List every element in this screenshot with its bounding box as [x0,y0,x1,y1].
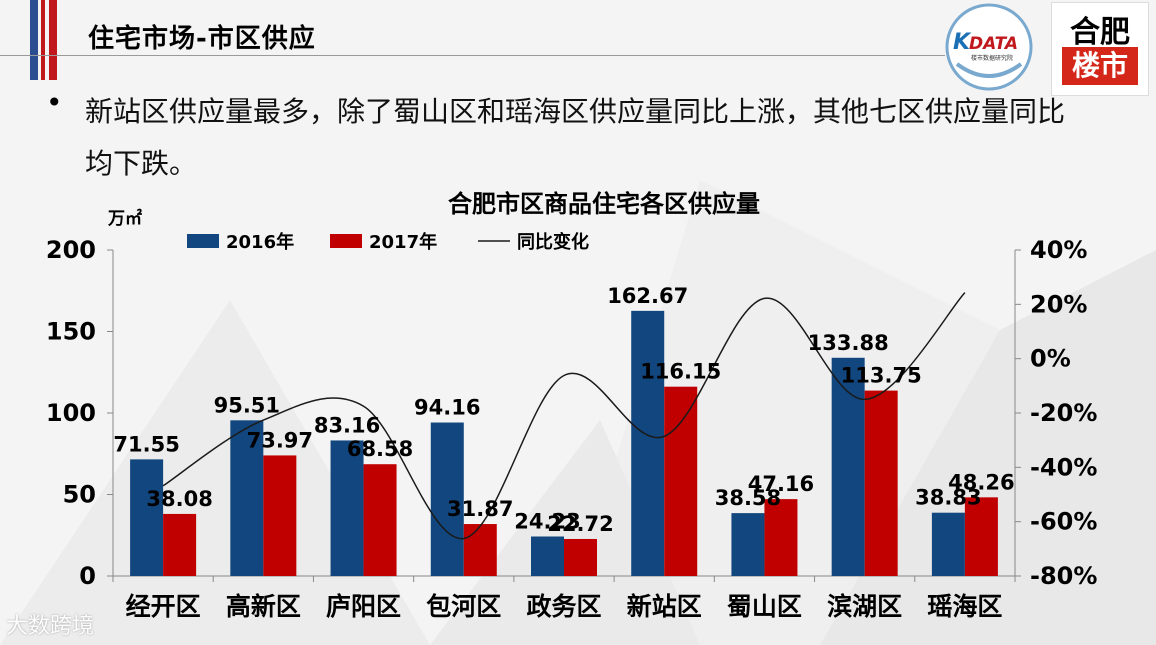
bar-label: 71.55 [113,432,179,456]
bar-2016年-高新区 [230,420,264,576]
bar-2017年-高新区 [263,455,297,576]
y-tick-label: 200 [46,236,96,264]
y2-tick-label: -20% [1030,399,1097,427]
bar-label: 116.15 [640,360,721,384]
y-tick-label: 100 [46,399,96,427]
x-tick-label: 蜀山区 [727,592,802,621]
header-stripe-blue [30,0,38,80]
yoy-line [162,292,966,540]
bar-2017年-包河区 [463,524,497,576]
bar-series [130,310,998,576]
yoy-change-line [162,292,966,540]
bar-label: 38.08 [146,487,212,511]
y-tick-label: 0 [79,562,96,590]
legend-label-line: 同比变化 [517,231,589,253]
bar-2016年-经开区 [130,459,164,576]
x-tick-label: 瑶海区 [927,592,1002,621]
bar-2016年-滨湖区 [831,357,865,576]
x-tick-label: 经开区 [126,592,201,621]
bar-2017年-滨湖区 [864,390,898,576]
y2-tick-label: 20% [1030,290,1087,318]
x-tick-label: 庐阳区 [326,592,401,621]
svg-text:DATA: DATA [969,34,1018,54]
bar-2017年-瑶海区 [964,497,998,576]
watermark: 大数跨境 [6,614,95,639]
header-stripe-red [41,0,45,80]
x-tick-label: 滨湖区 [827,592,902,621]
bar-2017年-蜀山区 [764,499,798,576]
svg-text:楼市数据研究院: 楼市数据研究院 [971,54,1013,62]
bar-label: 24.23 [514,510,580,534]
y-axis-ticks: 0 50 100 150 200 [46,236,113,590]
bar-label: 162.67 [607,284,688,308]
y-tick-label: 150 [46,318,96,346]
x-axis-ticks: 经开区 高新区 庐阳区 包河区 政务区 新站区 蜀山区 滨湖区 瑶海区 [112,576,1016,621]
bar-label: 47.16 [748,472,814,496]
x-tick-label: 新站区 [627,592,702,621]
bar-labels: 71.55 95.51 83.16 94.16 24.23 162.67 38.58 133.… [113,284,1014,536]
bar-label: 31.87 [447,497,513,521]
chart-title: 合肥市区商品住宅各区供应量 [448,190,760,218]
header-stripe-red-2 [49,0,57,80]
bar-label: 38.83 [915,486,981,510]
page-title: 住宅市场-市区供应 [88,24,316,54]
bar-2017年-政务区 [564,538,597,576]
bar-2016年-蜀山区 [731,513,765,576]
bar-2016年-新站区 [631,310,665,576]
bar-label: 94.16 [414,396,480,420]
bar-label: 83.16 [314,413,380,437]
y2-tick-label: -60% [1030,508,1097,536]
legend-label-2016: 2016年 [226,231,294,253]
bullet-text: 新站区供应量最多，除了蜀山区和瑶海区供应量同比上涨，其他七区供应量同比均下跌。 [85,95,1066,180]
y2-tick-label: 40% [1030,236,1087,264]
x-tick-label: 高新区 [226,592,301,621]
chart-legend: 2016年 2017年 同比变化 [187,231,589,253]
bar-label: 133.88 [808,331,889,355]
bar-2016年-包河区 [430,422,464,576]
title-underline [0,55,945,56]
bar-label: 22.72 [547,512,613,536]
legend-swatch-2016 [187,234,219,248]
y2-tick-label: -80% [1030,562,1097,590]
bar-label: 73.97 [247,428,313,452]
y-tick-label: 50 [63,481,96,509]
y-axis-unit: 万㎡ [107,208,142,229]
x-tick-label: 包河区 [426,592,501,621]
logo-text-top: 合肥 [1070,15,1130,50]
bar-2017年-新站区 [664,386,698,576]
bar-2017年-经开区 [163,513,197,576]
hefei-loushi-logo: 合肥 楼市 [1051,2,1149,96]
bar-2016年-政务区 [531,536,564,576]
logo-text-bottom: 楼市 [1062,47,1138,85]
svg-text:K: K [953,30,972,55]
x-tick-label: 政务区 [526,592,601,621]
y2-tick-label: 0% [1030,345,1071,373]
y2-tick-label: -40% [1030,453,1097,481]
bar-label: 68.58 [347,437,413,461]
bar-label: 38.58 [715,486,781,510]
kdata-logo: K DATA 楼市数据研究院 [945,3,1033,91]
bar-2017年-庐阳区 [363,464,397,576]
bar-2016年-瑶海区 [931,512,965,576]
legend-label-2017: 2017年 [369,231,437,253]
bar-label: 113.75 [841,364,922,388]
y2-axis-ticks: -80% -60% -40% -20% 0% 20% 40% [1015,236,1097,590]
bar-label: 95.51 [214,393,280,417]
bullet-dot: • [46,86,63,119]
bar-2016年-庐阳区 [330,440,364,576]
bar-label: 48.26 [948,470,1014,494]
supply-chart: 合肥市区商品住宅各区供应量 万㎡ 2016年 2017年 同比变化 0 50 100 15… [46,190,1098,621]
legend-swatch-2017 [330,234,362,248]
